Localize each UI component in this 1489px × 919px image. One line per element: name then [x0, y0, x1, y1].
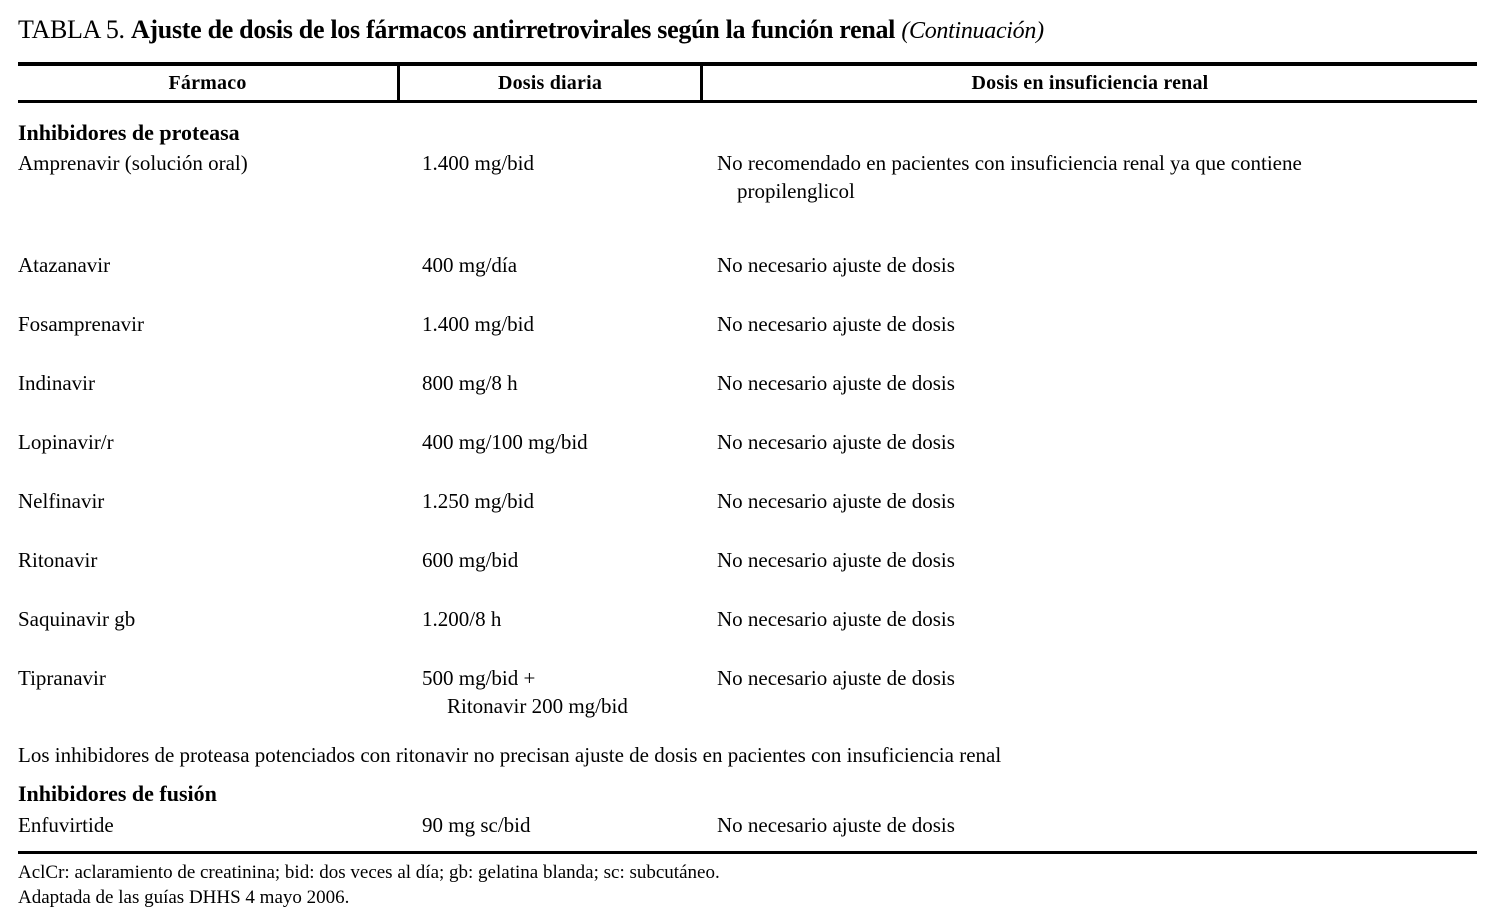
farmaco-cell: Saquinavir gb: [18, 607, 136, 631]
table-row: Tipranavir 500 mg/bid + Ritonavir 200 mg…: [18, 664, 1477, 720]
dosis-diaria-cell: 800 mg/8 h: [422, 371, 518, 395]
dosis-insuficiencia-cell: No necesario ajuste de dosis: [717, 607, 955, 631]
table-row: Indinavir 800 mg/8 h No necesario ajuste…: [18, 369, 1477, 397]
table-header-row: Fármaco Dosis diaria Dosis en insuficien…: [18, 62, 1477, 103]
abbreviations-footnote: AclCr: aclaramiento de creatinina; bid: …: [18, 862, 720, 883]
dosis-diaria-cell: 1.200/8 h: [422, 607, 502, 631]
dosis-insuficiencia-cell: No necesario ajuste de dosis: [717, 666, 955, 690]
farmaco-cell: Indinavir: [18, 371, 95, 395]
table-row: Amprenavir (solución oral) 1.400 mg/bid …: [18, 149, 1477, 205]
column-header-dosis-diaria: Dosis diaria: [400, 66, 703, 100]
farmaco-cell: Atazanavir: [18, 253, 111, 277]
ritonavir-boosted-note: Los inhibidores de proteasa potenciados …: [18, 743, 1002, 767]
dosis-insuficiencia-line1: No recomendado en pacientes con insufici…: [717, 151, 1302, 175]
table-row: Fosamprenavir 1.400 mg/bid No necesario …: [18, 310, 1477, 338]
farmaco-cell: Enfuvirtide: [18, 813, 114, 837]
farmaco-cell: Fosamprenavir: [18, 312, 144, 336]
table-bottom-rule: [18, 851, 1477, 854]
dosis-insuficiencia-cell: No necesario ajuste de dosis: [717, 548, 955, 572]
table-row: Ritonavir 600 mg/bid No necesario ajuste…: [18, 546, 1477, 574]
dosis-diaria-cell: 500 mg/bid + Ritonavir 200 mg/bid: [422, 664, 717, 720]
table-row: Enfuvirtide 90 mg sc/bid No necesario aj…: [18, 811, 1477, 839]
dosis-diaria-cell: 90 mg sc/bid: [422, 813, 531, 837]
table-row: Atazanavir 400 mg/día No necesario ajust…: [18, 251, 1477, 279]
column-header-farmaco: Fármaco: [18, 66, 400, 100]
table-body: Inhibidores de proteasa Amprenavir (solu…: [18, 119, 1477, 839]
table-footnotes: AclCr: aclaramiento de creatinina; bid: …: [18, 860, 1477, 910]
table-continuation-label: (Continuación): [901, 18, 1044, 44]
dosis-insuficiencia-cell: No necesario ajuste de dosis: [717, 489, 955, 513]
table-row: Nelfinavir 1.250 mg/bid No necesario aju…: [18, 487, 1477, 515]
dosis-diaria-line2: Ritonavir 200 mg/bid: [447, 694, 628, 718]
table-row: Lopinavir/r 400 mg/100 mg/bid No necesar…: [18, 428, 1477, 456]
table-title: TABLA 5. Ajuste de dosis de los fármacos…: [18, 14, 1477, 47]
table-number-label: TABLA 5.: [18, 15, 125, 44]
dosis-insuficiencia-cell: No recomendado en pacientes con insufici…: [717, 149, 1477, 205]
dosis-diaria-cell: 400 mg/100 mg/bid: [422, 430, 588, 454]
farmaco-cell: Nelfinavir: [18, 489, 105, 513]
dosis-diaria-cell: 1.400 mg/bid: [422, 312, 535, 336]
dosis-insuficiencia-cell: No necesario ajuste de dosis: [717, 813, 955, 837]
dosis-insuficiencia-cell: No necesario ajuste de dosis: [717, 312, 955, 336]
dosis-insuficiencia-cell: No necesario ajuste de dosis: [717, 430, 955, 454]
dosis-insuficiencia-cell: No necesario ajuste de dosis: [717, 253, 955, 277]
dosis-diaria-line1: 500 mg/bid +: [422, 666, 536, 690]
column-header-dosis-insuficiencia: Dosis en insuficiencia renal: [971, 71, 1209, 94]
dosis-insuficiencia-cell: No necesario ajuste de dosis: [717, 371, 955, 395]
farmaco-cell: Lopinavir/r: [18, 430, 114, 454]
dosis-diaria-cell: 1.250 mg/bid: [422, 489, 535, 513]
farmaco-cell: Tipranavir: [18, 666, 106, 690]
farmaco-cell: Ritonavir: [18, 548, 98, 572]
source-footnote: Adaptada de las guías DHHS 4 mayo 2006.: [18, 887, 350, 908]
table-title-text: Ajuste de dosis de los fármacos antirret…: [130, 15, 896, 44]
dosis-insuficiencia-line2: propilenglicol: [737, 179, 855, 203]
section-heading-proteasa: Inhibidores de proteasa: [18, 120, 240, 145]
section-heading-fusion: Inhibidores de fusión: [18, 781, 217, 806]
dosis-diaria-cell: 400 mg/día: [422, 253, 518, 277]
table-row: Saquinavir gb 1.200/8 h No necesario aju…: [18, 605, 1477, 633]
dosis-diaria-cell: 600 mg/bid: [422, 548, 519, 572]
dosis-diaria-cell: 1.400 mg/bid: [422, 151, 535, 175]
farmaco-cell: Amprenavir (solución oral): [18, 151, 248, 175]
